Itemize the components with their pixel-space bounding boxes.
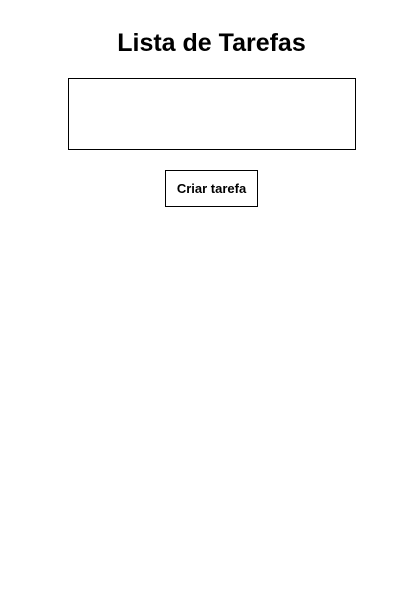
task-input[interactable]	[68, 78, 356, 150]
page-title: Lista de Tarefas	[117, 29, 306, 57]
create-task-button[interactable]: Criar tarefa	[165, 170, 258, 207]
